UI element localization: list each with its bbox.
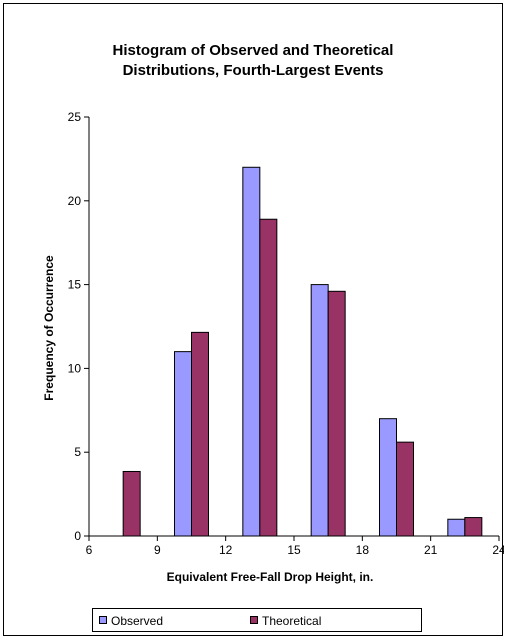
x-tick-label: 18 xyxy=(356,543,370,557)
chart-frame: Histogram of Observed and Theoretical Di… xyxy=(3,3,504,636)
legend-label-theoretical: Theoretical xyxy=(262,614,322,628)
y-tick-label: 0 xyxy=(74,529,81,543)
x-tick-label: 15 xyxy=(287,543,301,557)
legend-swatch-observed xyxy=(99,616,107,624)
legend: Observed Theoretical xyxy=(92,608,422,632)
y-tick-label: 15 xyxy=(68,278,82,292)
x-tick-label: 12 xyxy=(219,543,233,557)
bar-observed xyxy=(242,166,261,537)
x-tick-label: 24 xyxy=(492,543,504,557)
legend-swatch-theoretical xyxy=(250,616,258,624)
x-tick-label: 21 xyxy=(424,543,438,557)
bar-observed xyxy=(174,351,192,537)
bar-theoretical xyxy=(327,290,346,537)
chart-title: Histogram of Observed and Theoretical Di… xyxy=(112,42,394,79)
bar-observed xyxy=(447,518,466,537)
bar-theoretical xyxy=(396,441,414,537)
bar-observed xyxy=(310,284,329,537)
x-tick-label: 9 xyxy=(154,543,161,557)
y-tick-label: 10 xyxy=(68,361,82,375)
y-tick-label: 25 xyxy=(68,110,82,124)
bar-theoretical xyxy=(191,331,209,537)
plot-area: 0 5 10 15 20 25 6 9 12 15 18 21 24 Equivalent Free-F… xyxy=(42,110,504,584)
bar-theoretical xyxy=(259,218,278,537)
bar-observed xyxy=(379,418,397,537)
x-tick-label: 6 xyxy=(86,543,93,557)
x-axis-title: Equivalent Free-Fall Drop Height, in. xyxy=(167,570,374,584)
y-axis-title: Frequency of Occurrence xyxy=(42,255,56,401)
legend-label-observed: Observed xyxy=(111,614,164,628)
y-tick-label: 20 xyxy=(68,194,82,208)
bar-theoretical xyxy=(122,470,141,537)
bar-theoretical xyxy=(464,517,483,537)
y-tick-label: 5 xyxy=(74,445,81,459)
